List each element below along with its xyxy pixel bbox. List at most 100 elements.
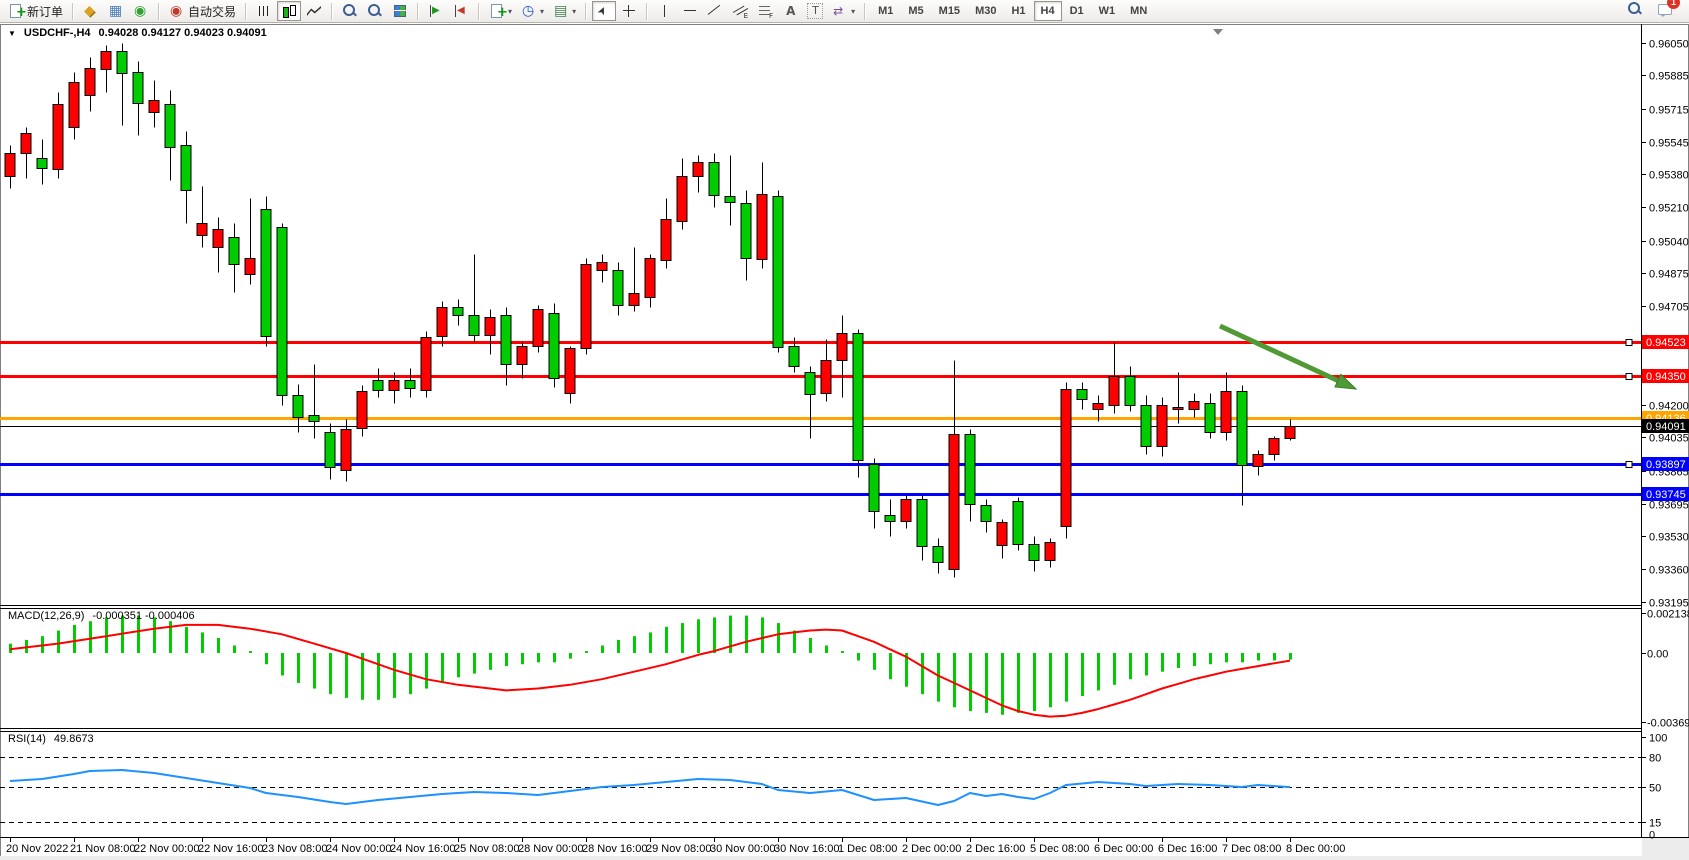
timeframe-m5[interactable]: M5 [901, 1, 930, 21]
timeframe-m1[interactable]: M1 [871, 1, 900, 21]
draw-trendline-button[interactable] [703, 1, 727, 21]
svg-text:0.93745: 0.93745 [1646, 489, 1686, 501]
auto-scroll-button[interactable] [424, 1, 448, 21]
chartshift-icon [453, 3, 469, 19]
timeframe-m30[interactable]: M30 [968, 1, 1003, 21]
draw-vline-button[interactable] [653, 1, 677, 21]
zoom-out-button[interactable] [363, 1, 387, 21]
hline-icon [682, 3, 698, 19]
svg-text:15: 15 [1649, 818, 1661, 830]
macd-panel [9, 615, 1292, 718]
toolbar-group: 自动交易 [165, 1, 240, 21]
candle-chart-type-button[interactable] [277, 1, 302, 21]
toolbar-separator [245, 2, 248, 20]
svg-text:23 Nov 08:00: 23 Nov 08:00 [262, 843, 327, 855]
chat-icon [1657, 1, 1673, 17]
svg-text:0.95885: 0.95885 [1649, 71, 1689, 83]
svg-text:20 Nov 2022: 20 Nov 2022 [6, 843, 68, 855]
candlestick-series [4, 29, 1296, 578]
toolbar-group: ▾ [653, 1, 859, 21]
svg-text:6 Dec 16:00: 6 Dec 16:00 [1158, 843, 1217, 855]
svg-text:8 Dec 00:00: 8 Dec 00:00 [1286, 843, 1345, 855]
periods-button[interactable]: ▾ [517, 1, 548, 21]
timeframe-mn[interactable]: MN [1123, 1, 1154, 21]
svg-text:0.95380: 0.95380 [1649, 170, 1689, 182]
autoscroll-icon [428, 3, 444, 19]
timeframe-d1[interactable]: D1 [1063, 1, 1091, 21]
dropdown-caret-icon: ▾ [508, 6, 513, 16]
toolbar-group: M1 M5 M15 M30 H1 H4 D1 W1 MN [871, 1, 1154, 21]
auto-trading-button[interactable]: 自动交易 [165, 1, 240, 21]
bars-icon [256, 3, 272, 19]
zoom-in-button[interactable] [338, 1, 362, 21]
svg-text:0.94200: 0.94200 [1649, 401, 1689, 413]
ohlc-readout: 0.94028 0.94127 0.94023 0.94091 [98, 27, 267, 39]
signals-button[interactable] [129, 1, 153, 21]
tile-windows-button[interactable] [388, 1, 412, 21]
draw-hline-button[interactable] [678, 1, 702, 21]
collapse-objects-icon[interactable]: ▼ [8, 29, 16, 38]
draw-label-button[interactable] [803, 1, 827, 21]
timeframe-m15[interactable]: M15 [932, 1, 967, 21]
draw-shapes-button[interactable]: ▾ [828, 1, 859, 21]
svg-text:0.94705: 0.94705 [1649, 302, 1689, 314]
dropdown-caret-icon: ▾ [572, 6, 577, 16]
chart-header: ▼ USDCHF-,H4 0.94028 0.94127 0.94023 0.9… [8, 27, 267, 39]
trend-icon [707, 3, 723, 19]
draw-channel-button[interactable] [728, 1, 752, 21]
bar-chart-type-button[interactable] [252, 1, 276, 21]
draw-text-button[interactable] [778, 1, 802, 21]
crosshair-button[interactable] [617, 1, 641, 21]
svg-text:25 Nov 08:00: 25 Nov 08:00 [454, 843, 519, 855]
svg-text:0.93530: 0.93530 [1649, 532, 1689, 544]
monitor-icon [108, 3, 124, 19]
rsi-name-label: RSI(14) [8, 733, 46, 745]
chart-shift-button[interactable] [449, 1, 473, 21]
timeframe-w1[interactable]: W1 [1092, 1, 1123, 21]
notification-badge: 1 [1667, 0, 1680, 9]
svg-text:30 Nov 16:00: 30 Nov 16:00 [774, 843, 839, 855]
templates-button[interactable]: ▾ [549, 1, 580, 21]
svg-text:100: 100 [1649, 733, 1667, 745]
cursor-button[interactable] [592, 1, 617, 21]
svg-text:24 Nov 16:00: 24 Nov 16:00 [390, 843, 455, 855]
autotrade-icon [169, 3, 185, 19]
toolbar-group [592, 1, 641, 21]
svg-text:0.94091: 0.94091 [1646, 421, 1686, 433]
chart-window-button[interactable] [104, 1, 128, 21]
chat-button[interactable]: 1 [1657, 0, 1680, 22]
toolbar-separator [331, 2, 334, 20]
toolbar-separator [646, 2, 649, 20]
trend-arrow[interactable] [1218, 323, 1358, 390]
svg-text:-0.003698: -0.003698 [1647, 718, 1689, 730]
toolbar-group [424, 1, 473, 21]
svg-text:0.95040: 0.95040 [1649, 237, 1689, 249]
linechart-icon [306, 3, 322, 19]
search-icon [1627, 1, 1643, 17]
svg-text:80: 80 [1649, 753, 1661, 765]
svg-text:0: 0 [1649, 830, 1655, 842]
line-chart-type-button[interactable] [302, 1, 326, 21]
market-watch-button[interactable] [79, 1, 103, 21]
svg-text:0.002138: 0.002138 [1647, 609, 1689, 621]
svg-text:0.93360: 0.93360 [1649, 565, 1689, 577]
timeframe-h1[interactable]: H1 [1004, 1, 1032, 21]
new-order-button[interactable]: 新订单 [4, 1, 67, 21]
toolbar-group: ▾ ▾ ▾ [485, 1, 580, 21]
clock-icon [521, 3, 537, 19]
rsi-value: 49.8673 [53, 733, 94, 745]
svg-text:0.93195: 0.93195 [1649, 598, 1689, 610]
toolbar-group [79, 1, 153, 21]
candle2-icon [281, 3, 297, 19]
toolbar-right: 1 [1627, 0, 1689, 22]
add-indicator-button[interactable]: ▾ [485, 1, 516, 21]
search-button[interactable] [1627, 1, 1643, 22]
signal-icon [133, 3, 149, 19]
timeframe-h4[interactable]: H4 [1033, 1, 1062, 21]
draw-fibonacci-button[interactable] [753, 1, 777, 21]
price-axis[interactable]: 0.96050 0.95885 0.95715 0.95545 0.95380 0.952… [1641, 39, 1689, 842]
